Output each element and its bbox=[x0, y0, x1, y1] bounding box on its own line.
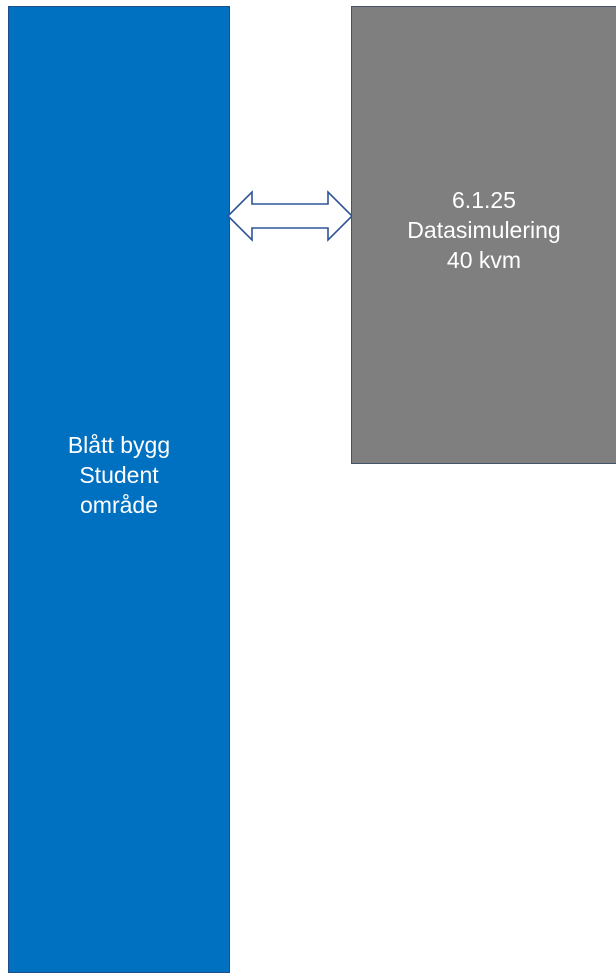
blue-block-line-1: Blått bygg bbox=[67, 431, 171, 458]
room-name: Datasimulering bbox=[407, 217, 561, 243]
double-arrow-icon bbox=[226, 190, 354, 242]
room-block-label: 6.1.25 Datasimulering 40 kvm bbox=[407, 185, 560, 275]
room-block: 6.1.25 Datasimulering 40 kvm bbox=[351, 6, 616, 464]
blue-building-block: Blått bygg Student område bbox=[8, 6, 230, 973]
blue-block-label: Blått bygg Student område bbox=[68, 430, 170, 520]
blue-block-line-2: Student bbox=[79, 461, 159, 488]
blue-block-line-3: område bbox=[80, 491, 158, 518]
room-number: 6.1.25 bbox=[452, 187, 516, 213]
double-arrow-shape bbox=[226, 190, 354, 242]
room-area: 40 kvm bbox=[446, 247, 522, 273]
